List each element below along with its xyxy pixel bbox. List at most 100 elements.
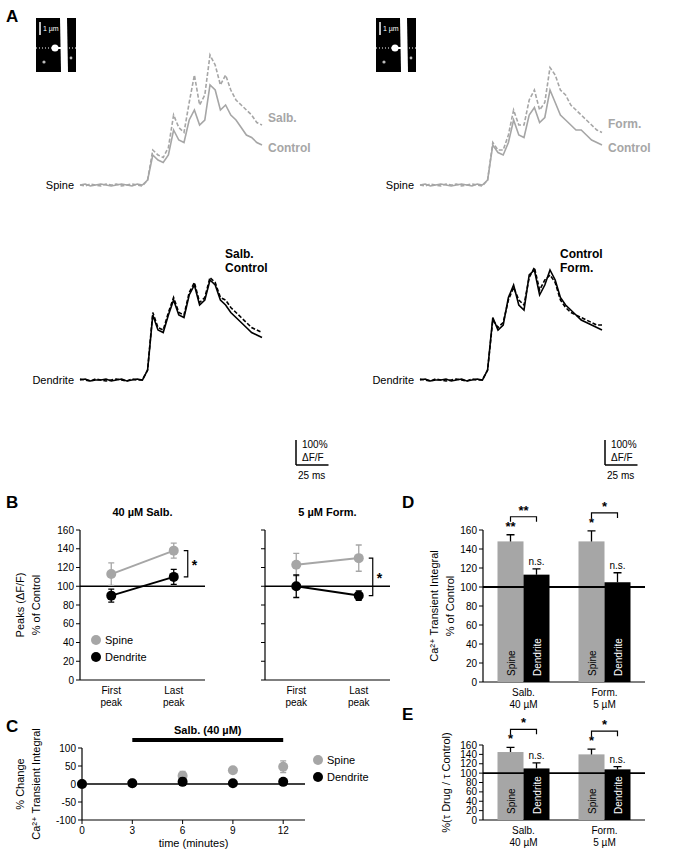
point <box>77 779 87 789</box>
inset-blob <box>382 60 385 63</box>
series-label: Control <box>268 141 311 155</box>
y-tick <box>479 587 483 588</box>
scale-bar-x <box>605 464 638 466</box>
x-tick-label: 6 <box>180 825 186 836</box>
panel-label: B <box>6 493 18 512</box>
x-axis <box>82 819 305 820</box>
x-axis-label: time (minutes) <box>159 837 229 849</box>
y-tick-label: 140 <box>57 543 74 554</box>
trace <box>80 278 262 382</box>
trace-title: Dendrite <box>372 374 414 386</box>
inset-blob <box>410 57 413 60</box>
reference-line <box>265 586 390 588</box>
x-tick <box>283 820 284 824</box>
y-tick-label: 100 <box>59 743 76 754</box>
y-tick <box>479 549 483 550</box>
y-tick <box>479 801 483 802</box>
x-tick-label: Salb.40 µM <box>510 825 538 848</box>
point <box>354 553 364 563</box>
plot-area <box>80 55 262 186</box>
label-line: Salb. <box>512 687 535 698</box>
y-tick <box>261 661 265 662</box>
scale-bar-label: 25 ms <box>607 470 634 481</box>
y-tick <box>76 605 80 606</box>
y-axis-label: Ca²⁺ Transient Integral <box>428 550 440 662</box>
legend-label: Dendrite <box>105 651 147 663</box>
label-line: peak <box>100 697 123 708</box>
y-axis-label: %(τ Drug / τ Control) <box>440 732 452 832</box>
panel-label: A <box>6 7 18 26</box>
scale-bar-label: ΔF/F <box>302 452 324 463</box>
inset-dendrite <box>400 18 408 72</box>
plot-area <box>265 545 390 601</box>
point <box>291 560 301 570</box>
scale-bar-x <box>296 464 329 466</box>
label-line: peak <box>285 697 308 708</box>
label-line: Form. <box>591 687 617 698</box>
point <box>278 777 288 787</box>
label-line: 5 µM <box>593 699 615 710</box>
x-tick-label: 9 <box>230 825 236 836</box>
bar-series-label: Spine <box>506 788 517 814</box>
series-label: Form. <box>608 117 641 131</box>
label-line: Last <box>164 685 183 696</box>
bar-series-label: Dendrite <box>532 776 543 814</box>
point <box>106 591 116 601</box>
panel-label: C <box>6 717 18 736</box>
y-tick <box>78 820 82 821</box>
bar <box>524 575 550 682</box>
bar-series-label: Dendrite <box>532 638 543 676</box>
panel-label: E <box>402 705 413 724</box>
y-tick-label: 0 <box>68 675 74 686</box>
x-tick-label: Lastpeak <box>348 685 371 708</box>
point <box>127 778 137 788</box>
bar <box>524 768 550 820</box>
label-line: 40 µM <box>510 699 538 710</box>
drug-bar <box>132 738 283 742</box>
y-axis-label: % of Control <box>30 575 42 636</box>
y-tick <box>76 530 80 531</box>
inset-scale-label: 1 µm <box>43 25 59 33</box>
trace <box>80 55 262 186</box>
x-tick-label: 0 <box>79 825 85 836</box>
scale-bar-y <box>295 440 297 465</box>
bracket <box>369 558 373 596</box>
significance-label: * <box>192 557 198 573</box>
y-tick <box>479 682 483 683</box>
scale-bar-y <box>604 440 606 465</box>
series-label: Salb. <box>268 111 297 125</box>
y-tick-label: 80 <box>466 777 478 788</box>
y-tick-label: 50 <box>65 761 77 772</box>
series-line <box>111 577 174 596</box>
y-tick <box>261 567 265 568</box>
y-tick-label: 120 <box>460 563 477 574</box>
y-tick-label: 60 <box>466 786 478 797</box>
y-tick <box>261 530 265 531</box>
error-bar <box>533 763 541 769</box>
y-tick-label: 0 <box>471 677 477 688</box>
series-label: Form. <box>560 261 593 275</box>
y-tick <box>76 548 80 549</box>
y-tick <box>261 586 265 587</box>
x-tick-label: Lastpeak <box>163 685 186 708</box>
y-tick <box>76 661 80 662</box>
plot-area <box>80 278 262 382</box>
y-axis-label: Peaks (ΔF/F) <box>14 573 26 638</box>
point <box>228 765 238 775</box>
inset-blob <box>70 57 73 60</box>
y-tick <box>261 680 265 681</box>
trace <box>80 280 262 381</box>
x-tick-label: Form.5 µM <box>591 687 617 710</box>
label-line: Salb. <box>512 825 535 836</box>
plot-area <box>420 268 602 382</box>
y-tick-label: 20 <box>466 805 478 816</box>
scale-bar-label: 25 ms <box>298 470 325 481</box>
bar-series-label: Spine <box>506 650 517 676</box>
y-tick <box>479 745 483 746</box>
trace <box>420 270 602 381</box>
inset-image <box>36 18 76 72</box>
point <box>127 778 137 788</box>
x-tick <box>182 820 183 824</box>
plot-area <box>498 747 631 820</box>
legend-marker <box>91 635 101 645</box>
